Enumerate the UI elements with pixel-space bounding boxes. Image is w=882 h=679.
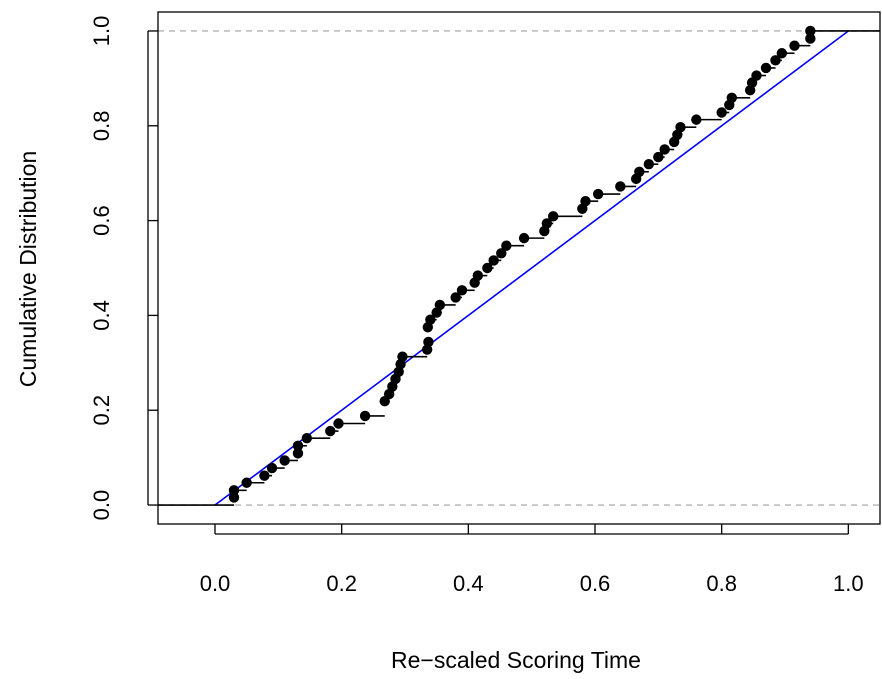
data-point — [592, 188, 604, 200]
x-tick-label: 0.4 — [453, 571, 484, 596]
data-point — [397, 351, 408, 362]
x-tick-label: 0.6 — [580, 571, 611, 596]
reference-lines — [158, 30, 880, 506]
data-point — [301, 432, 313, 444]
data-point — [726, 92, 737, 104]
data-point — [659, 144, 670, 155]
data-point — [548, 211, 559, 222]
y-tick-label: 0.2 — [89, 395, 114, 426]
data-point — [228, 485, 240, 496]
plot-frame — [157, 11, 881, 525]
data-point — [488, 255, 499, 266]
data-point — [279, 455, 290, 466]
data-point — [580, 195, 591, 207]
data-point — [541, 218, 553, 229]
data-point — [805, 33, 816, 44]
data-point — [359, 410, 371, 422]
data-point — [776, 48, 788, 59]
data-point — [518, 232, 530, 244]
data-point — [259, 470, 270, 481]
y-tick-label: 0.8 — [89, 110, 114, 141]
data-point — [241, 477, 252, 488]
y-tick-label: 0.0 — [89, 490, 114, 521]
x-axis: 0.0 0.2 0.4 0.6 0.8 1.0 — [200, 524, 864, 596]
data-point — [501, 240, 512, 251]
x-tick-label: 0.2 — [326, 571, 357, 596]
data-point — [643, 158, 655, 170]
data-point — [423, 336, 434, 348]
data-point — [496, 248, 507, 259]
data-point — [292, 448, 304, 459]
y-tick-label: 0.6 — [89, 205, 114, 236]
x-tick-label: 0.0 — [200, 571, 231, 596]
data-point — [228, 492, 240, 503]
data-point — [482, 262, 493, 274]
uniform-cdf-line — [214, 30, 849, 506]
data-point — [450, 292, 461, 303]
data-point — [292, 440, 304, 451]
data-point — [805, 25, 816, 37]
data-point — [675, 122, 686, 133]
x-tick-label: 1.0 — [833, 571, 864, 596]
data-point — [653, 151, 664, 163]
data-point — [716, 107, 727, 118]
data-point — [760, 62, 772, 74]
data-point — [333, 418, 344, 429]
y-tick-label: 1.0 — [89, 16, 114, 47]
data-point — [425, 314, 436, 325]
data-points — [228, 25, 816, 503]
y-axis-title: Cumulative Distribution — [15, 151, 41, 387]
data-point — [615, 181, 626, 192]
x-axis-title: Re−scaled Scoring Time — [391, 647, 641, 673]
data-point — [266, 462, 278, 474]
data-point — [634, 166, 645, 177]
data-point — [770, 55, 781, 66]
data-point — [456, 285, 468, 296]
data-point — [434, 299, 446, 311]
data-point — [691, 114, 702, 125]
data-point — [472, 270, 484, 281]
ecdf-steps — [158, 30, 880, 506]
data-point — [789, 40, 800, 51]
data-point — [751, 70, 762, 81]
y-tick-label: 0.4 — [89, 300, 114, 331]
data-point — [325, 425, 336, 437]
y-axis: 0.0 0.2 0.4 0.6 0.8 1.0 — [89, 16, 158, 521]
x-tick-label: 0.8 — [706, 571, 737, 596]
